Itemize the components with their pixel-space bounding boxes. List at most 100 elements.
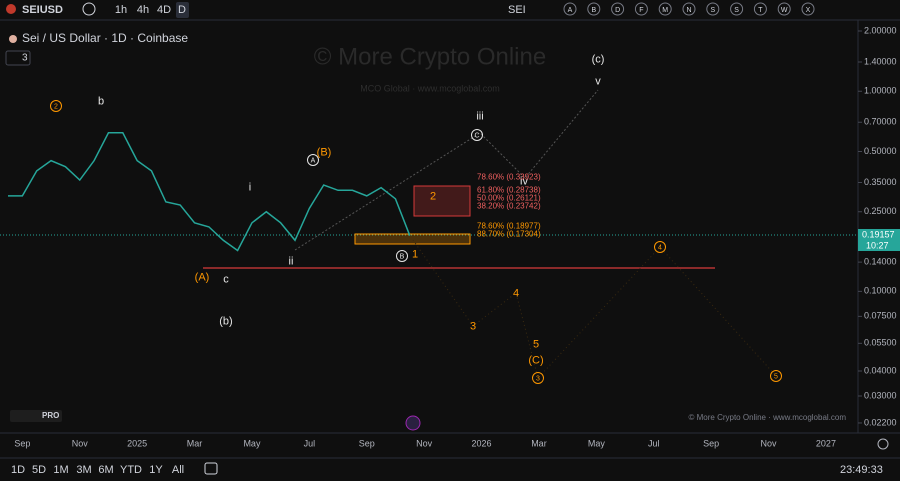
y-tick-label: 0.25000 — [864, 206, 897, 216]
wave-label: (C) — [528, 354, 543, 366]
symbol[interactable]: SEIUSD — [22, 4, 63, 16]
x-tick-label: May — [588, 438, 606, 448]
x-tick-label: Sep — [703, 438, 719, 448]
tv-logo — [10, 410, 62, 422]
letter-button[interactable] — [753, 2, 767, 16]
range-button[interactable]: 1Y — [149, 464, 163, 476]
wave-label: 4 — [658, 244, 662, 251]
wave-label: 4 — [513, 287, 519, 299]
letter-button[interactable] — [658, 2, 672, 16]
letter[interactable]: B — [591, 7, 596, 14]
fib-label: 38.20% (0.23742) — [477, 202, 541, 211]
wave-label: iii — [476, 110, 483, 122]
letter[interactable]: S — [710, 7, 715, 14]
fib-label: 50.00% (0.26121) — [477, 194, 541, 203]
wave-label: 5 — [533, 338, 539, 350]
price-line-series — [8, 132, 411, 252]
wave-label: 2 — [430, 190, 436, 202]
letter-button[interactable] — [563, 2, 577, 16]
settings-icon[interactable] — [877, 438, 889, 450]
wave-projection — [294, 89, 599, 251]
y-tick-label: 0.35000 — [864, 177, 897, 187]
interval[interactable]: 1h — [115, 4, 127, 16]
letter[interactable]: F — [639, 7, 643, 14]
fib-label: 88.70% (0.17304) — [477, 230, 541, 239]
interval[interactable]: D — [178, 4, 186, 16]
symbol-icon — [6, 4, 16, 14]
range-button[interactable]: 1M — [53, 464, 68, 476]
range-button[interactable]: 3M — [76, 464, 91, 476]
x-tick-label: 2027 — [816, 438, 836, 448]
x-tick-label: Sep — [359, 438, 375, 448]
letter-button[interactable] — [730, 2, 744, 16]
letter[interactable]: W — [781, 7, 788, 14]
x-tick-label: Mar — [187, 438, 203, 448]
range-button[interactable]: 5D — [32, 464, 46, 476]
letter[interactable]: M — [662, 7, 668, 14]
y-tick-label: 0.03000 — [864, 390, 897, 400]
add-symbol[interactable] — [82, 2, 96, 16]
x-tick-label: Jul — [648, 438, 660, 448]
letter[interactable]: A — [568, 7, 573, 14]
letter-button[interactable] — [777, 2, 791, 16]
letter-button[interactable] — [634, 2, 648, 16]
range-button[interactable]: All — [172, 464, 184, 476]
interval[interactable]: 4h — [137, 4, 149, 16]
wave-label: iv — [520, 175, 528, 187]
x-tick-label: Nov — [72, 438, 89, 448]
y-tick-label: 0.05500 — [864, 338, 897, 348]
y-tick-label: 2.00000 — [864, 25, 897, 35]
letter-button[interactable] — [587, 2, 601, 16]
x-tick-label: 2025 — [127, 438, 147, 448]
wave-label: i — [249, 181, 251, 193]
range-button[interactable]: 6M — [98, 464, 113, 476]
fib-label: 78.60% (0.18977) — [477, 222, 541, 231]
wave-circle — [50, 100, 62, 112]
y-tick-label: 0.50000 — [864, 146, 897, 156]
wave-label: v — [595, 75, 601, 87]
letter[interactable]: D — [615, 7, 620, 14]
wave-circle — [654, 241, 666, 253]
wave-label: (A) — [195, 271, 210, 283]
wave-label: 3 — [470, 320, 476, 332]
range-button[interactable]: YTD — [120, 464, 142, 476]
y-tick-label: 0.02200 — [864, 417, 897, 427]
legend-count[interactable]: 3 — [22, 53, 28, 64]
wave-circle — [471, 129, 483, 141]
legend-icon — [9, 35, 17, 43]
range-button[interactable]: 1D — [11, 464, 25, 476]
x-tick-label: Nov — [761, 438, 778, 448]
wave-label: (c) — [592, 53, 605, 65]
wave-label: c — [223, 273, 229, 285]
letter[interactable]: S — [734, 7, 739, 14]
price-tag — [858, 229, 900, 251]
wave-label: 3 — [536, 375, 540, 382]
fib-label: 61.80% (0.28738) — [477, 186, 541, 195]
tv-logo-text: PRO — [42, 411, 59, 420]
letter-button[interactable] — [706, 2, 720, 16]
letter[interactable]: T — [758, 7, 763, 14]
interval[interactable]: 4D — [157, 4, 171, 16]
wave-label: b — [98, 95, 104, 107]
wave-circle — [532, 372, 544, 384]
letter-button[interactable] — [682, 2, 696, 16]
wave-label: 2 — [54, 103, 58, 110]
wave-label: A — [311, 157, 316, 164]
price-tag-countdown: 10:27 — [866, 240, 889, 250]
x-tick-label: Jul — [304, 438, 316, 448]
watermark: © More Crypto Online — [314, 43, 546, 70]
wave-circle — [770, 370, 782, 382]
legend-title: Sei / US Dollar · 1D · Coinbase — [22, 31, 188, 45]
letter-button[interactable] — [611, 2, 625, 16]
symbol-search[interactable]: SEI — [508, 4, 526, 16]
wave-circle — [396, 250, 408, 262]
letter[interactable]: X — [806, 7, 811, 14]
legend-toggle[interactable] — [5, 50, 31, 66]
letter-button[interactable] — [801, 2, 815, 16]
flash-icon[interactable] — [405, 415, 421, 431]
wave-label: B — [400, 253, 405, 260]
date-range-icon[interactable] — [204, 462, 218, 475]
footer-credit: © More Crypto Online · www.mcoglobal.com — [689, 413, 847, 422]
letter[interactable]: N — [686, 7, 691, 14]
